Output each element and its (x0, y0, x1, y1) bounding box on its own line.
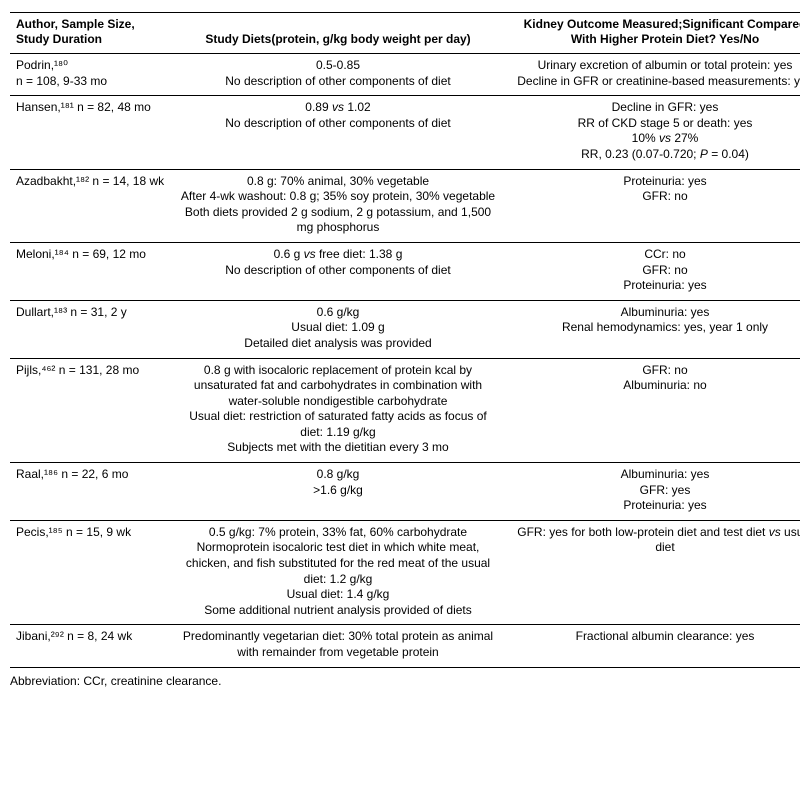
table-row: Hansen,¹⁸¹ n = 82, 48 mo0.89 vs 1.02No d… (10, 96, 800, 169)
header-author: Author, Sample Size, Study Duration (10, 13, 172, 54)
cell-outcome: GFR: yes for both low-protein diet and t… (504, 520, 800, 625)
table-row: Azadbakht,¹⁸² n = 14, 18 wk0.8 g: 70% an… (10, 169, 800, 242)
studies-table: Author, Sample Size, Study Duration Stud… (10, 12, 800, 668)
header-outcome: Kidney Outcome Measured;Significant Comp… (504, 13, 800, 54)
header-row: Author, Sample Size, Study Duration Stud… (10, 13, 800, 54)
cell-author: Pijls,⁴⁶² n = 131, 28 mo (10, 358, 172, 463)
cell-diets: 0.89 vs 1.02No description of other comp… (172, 96, 504, 169)
table-row: Pijls,⁴⁶² n = 131, 28 mo0.8 g with isoca… (10, 358, 800, 463)
cell-diets: 0.8 g with isocaloric replacement of pro… (172, 358, 504, 463)
table-row: Jibani,²⁹² n = 8, 24 wkPredominantly veg… (10, 625, 800, 667)
cell-outcome: CCr: noGFR: noProteinuria: yes (504, 242, 800, 300)
cell-diets: 0.8 g: 70% animal, 30% vegetableAfter 4-… (172, 169, 504, 242)
cell-outcome: Albuminuria: yesRenal hemodynamics: yes,… (504, 300, 800, 358)
cell-author: Meloni,¹⁸⁴ n = 69, 12 mo (10, 242, 172, 300)
cell-outcome: Decline in GFR: yesRR of CKD stage 5 or … (504, 96, 800, 169)
cell-author: Podrin,¹⁸⁰n = 108, 9-33 mo (10, 54, 172, 96)
cell-outcome: Urinary excretion of albumin or total pr… (504, 54, 800, 96)
cell-outcome: Albuminuria: yesGFR: yesProteinuria: yes (504, 463, 800, 521)
cell-author: Pecis,¹⁸⁵ n = 15, 9 wk (10, 520, 172, 625)
header-diets: Study Diets(protein, g/kg body weight pe… (172, 13, 504, 54)
cell-author: Hansen,¹⁸¹ n = 82, 48 mo (10, 96, 172, 169)
cell-outcome: Proteinuria: yesGFR: no (504, 169, 800, 242)
cell-diets: 0.5-0.85No description of other componen… (172, 54, 504, 96)
cell-outcome: GFR: noAlbuminuria: no (504, 358, 800, 463)
cell-diets: 0.8 g/kg>1.6 g/kg (172, 463, 504, 521)
cell-author: Dullart,¹⁸³ n = 31, 2 y (10, 300, 172, 358)
table-row: Meloni,¹⁸⁴ n = 69, 12 mo0.6 g vs free di… (10, 242, 800, 300)
cell-author: Raal,¹⁸⁶ n = 22, 6 mo (10, 463, 172, 521)
cell-outcome: Fractional albumin clearance: yes (504, 625, 800, 667)
cell-diets: 0.6 g vs free diet: 1.38 gNo description… (172, 242, 504, 300)
table-row: Pecis,¹⁸⁵ n = 15, 9 wk0.5 g/kg: 7% prote… (10, 520, 800, 625)
table-row: Dullart,¹⁸³ n = 31, 2 y0.6 g/kgUsual die… (10, 300, 800, 358)
cell-diets: 0.6 g/kgUsual diet: 1.09 gDetailed diet … (172, 300, 504, 358)
cell-diets: 0.5 g/kg: 7% protein, 33% fat, 60% carbo… (172, 520, 504, 625)
table-row: Raal,¹⁸⁶ n = 22, 6 mo0.8 g/kg>1.6 g/kgAl… (10, 463, 800, 521)
cell-diets: Predominantly vegetarian diet: 30% total… (172, 625, 504, 667)
cell-author: Jibani,²⁹² n = 8, 24 wk (10, 625, 172, 667)
table-row: Podrin,¹⁸⁰n = 108, 9-33 mo0.5-0.85No des… (10, 54, 800, 96)
cell-author: Azadbakht,¹⁸² n = 14, 18 wk (10, 169, 172, 242)
footnote: Abbreviation: CCr, creatinine clearance. (10, 668, 790, 688)
